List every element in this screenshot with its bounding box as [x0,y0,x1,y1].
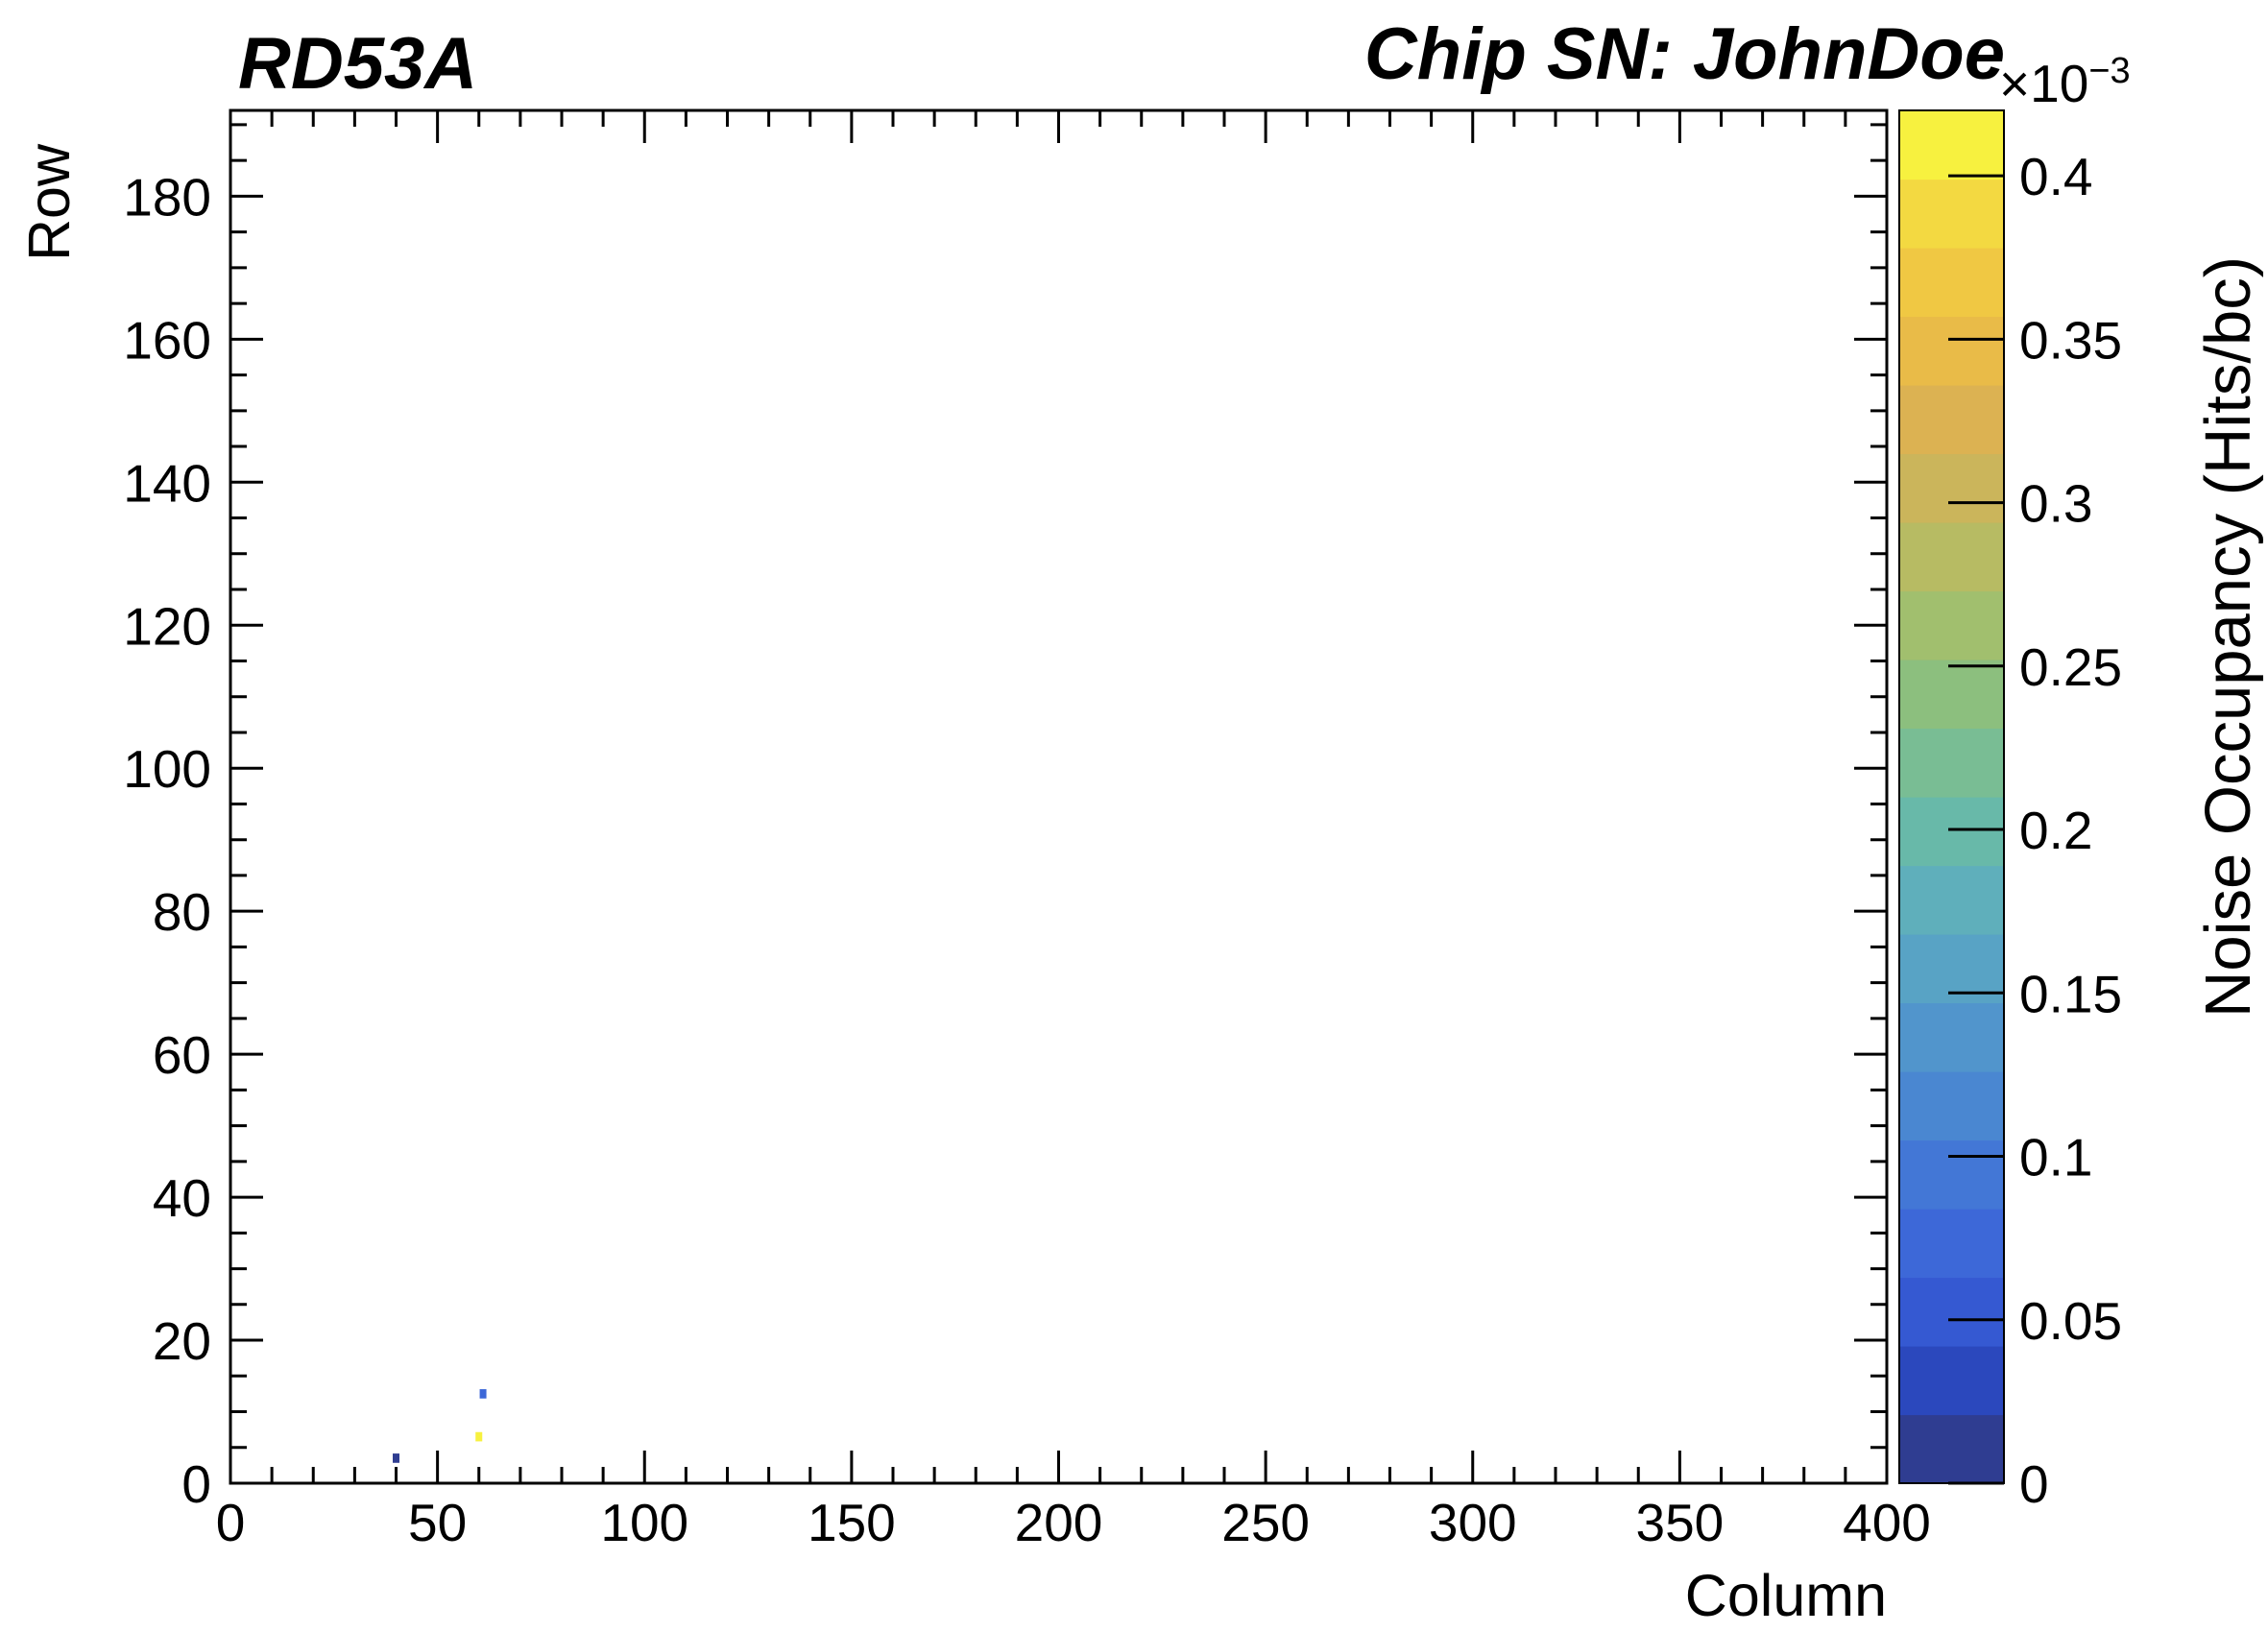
colorbar-band [1899,110,2004,180]
x-tick-label: 350 [1635,1493,1724,1552]
colorbar-band [1899,1002,2004,1072]
colorbar-band [1899,728,2004,798]
colorbar-band [1899,385,2004,455]
y-tick-label: 180 [123,167,211,227]
x-tick-label: 300 [1429,1493,1517,1552]
colorbar-tick-label: 0.15 [2019,964,2122,1023]
y-tick-label: 160 [123,310,211,370]
x-tick-label: 150 [808,1493,896,1552]
y-tick-label: 100 [123,739,211,799]
x-axis-label: Column [1685,1563,1887,1627]
x-tick-label: 400 [1843,1493,1931,1552]
colorbar-tick-label: 0.25 [2019,637,2122,697]
colorbar-band [1899,1071,2004,1141]
y-tick-label: 120 [123,596,211,656]
colorbar-tick-label: 0.3 [2019,474,2092,534]
colorbar-band [1899,316,2004,386]
y-tick-label: 60 [153,1025,211,1085]
colorbar-band [1899,179,2004,249]
data-points [393,1389,487,1463]
colorbar-tick-label: 0.2 [2019,801,2092,860]
y-tick-label: 40 [153,1168,211,1228]
colorbar-band [1899,1346,2004,1416]
colorbar-band [1899,453,2004,523]
colorbar-tick-label: 0.35 [2019,310,2122,370]
header-left: RD53A [238,23,477,105]
colorbar-band [1899,1277,2004,1347]
plot-border [229,108,1889,1485]
x-tick-label: 200 [1015,1493,1103,1552]
colorbar-band [1899,865,2004,935]
heatmap-cell-3 [475,1431,483,1442]
colorbar-tick-label: 0.1 [2019,1128,2092,1188]
colorbar-band [1899,797,2004,867]
colorbar-band [1899,590,2004,660]
colorbar-band [1899,1209,2004,1279]
x-tick-label: 0 [216,1493,246,1552]
colorbar-band [1899,660,2004,730]
header-right: Chip SN: JohnDoe [1364,13,2005,95]
x-tick-label: 250 [1221,1493,1310,1552]
colorbar-band [1899,522,2004,592]
heatmap-cell-2 [479,1389,487,1399]
y-tick-label: 20 [153,1311,211,1371]
colorbar: 0 0.05 0.1 0.15 0.2 0.25 0.3 0.35 0.4 [1898,109,2122,1514]
y-tick-label: 140 [123,453,211,513]
colorbar-band [1899,1140,2004,1210]
x-tick-label: 50 [408,1493,467,1552]
heatmap-cell-1 [393,1453,399,1463]
colorbar-tick-label: 0.4 [2019,147,2092,206]
colorbar-band [1899,248,2004,318]
colorbar-label: Noise Occupancy (Hits/bc) [2192,256,2264,1018]
colorbar-tick-label: 0.05 [2019,1291,2122,1351]
y-axis: 0 20 40 60 80 100 120 140 160 180 [123,123,1887,1514]
y-axis-label: Row [16,143,82,261]
x-axis: 0 50 100 150 200 250 300 350 400 [216,110,1931,1552]
colorbar-tick-label: 0 [2019,1454,2049,1514]
colorbar-band [1899,1414,2004,1484]
y-tick-label: 80 [153,882,211,942]
y-tick-label: 0 [181,1454,211,1514]
x-tick-label: 100 [600,1493,688,1552]
plot-area [229,108,1889,1485]
colorbar-multiplier: ×10−3 [1999,51,2131,113]
